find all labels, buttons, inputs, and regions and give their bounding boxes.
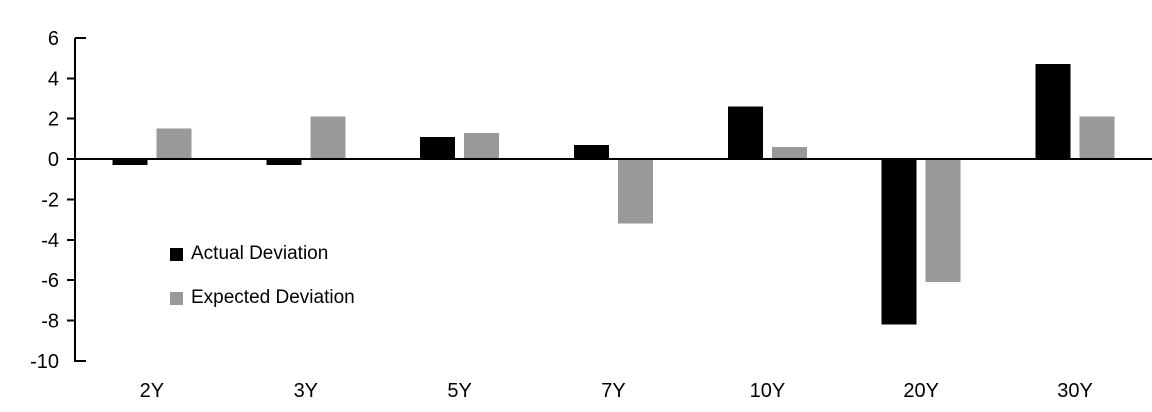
legend-swatch-expected-deviation [170,291,183,305]
x-category-label-3Y: 3Y [294,380,318,402]
bar-actual-3Y [266,159,302,166]
y-tick-label--4: -4 [41,230,59,252]
bar-expected-5Y [464,132,500,159]
bar-actual-2Y [112,159,148,166]
bar-actual-10Y [727,106,763,159]
legend-label-expected-deviation: Expected Deviation [191,287,355,308]
x-category-label-30Y: 30Y [1057,380,1093,402]
y-tick-label-0: 0 [48,149,59,171]
bar-actual-30Y [1035,64,1071,159]
bar-expected-10Y [771,146,807,159]
x-category-label-5Y: 5Y [447,380,471,402]
x-category-label-7Y: 7Y [601,380,625,402]
legend-label-actual-deviation: Actual Deviation [191,243,329,264]
legend-swatch-actual-deviation [170,247,183,261]
bar-expected-20Y [925,159,961,283]
bar-expected-7Y [618,159,653,224]
y-tick-label-2: 2 [48,109,59,131]
chart-legend: Actual Deviation Expected Deviation [170,243,355,334]
y-tick-label--2: -2 [41,189,59,211]
bar-actual-20Y [881,159,917,325]
x-category-label-10Y: 10Y [750,380,786,402]
bar-actual-7Y [574,144,609,159]
x-category-label-20Y: 20Y [903,380,939,402]
legend-item-expected-deviation: Expected Deviation [170,287,355,308]
y-tick-label--6: -6 [41,270,59,292]
y-tick-label-6: 6 [48,28,59,50]
bar-expected-3Y [310,116,346,159]
legend-item-actual-deviation: Actual Deviation [170,243,355,264]
bar-expected-30Y [1079,116,1115,159]
y-tick-label--8: -8 [41,311,59,333]
x-category-label-2Y: 2Y [140,380,164,402]
bar-actual-5Y [420,136,456,159]
bar-expected-2Y [156,128,192,159]
y-tick-label-4: 4 [48,68,59,90]
y-tick-label--10: -10 [30,351,59,373]
